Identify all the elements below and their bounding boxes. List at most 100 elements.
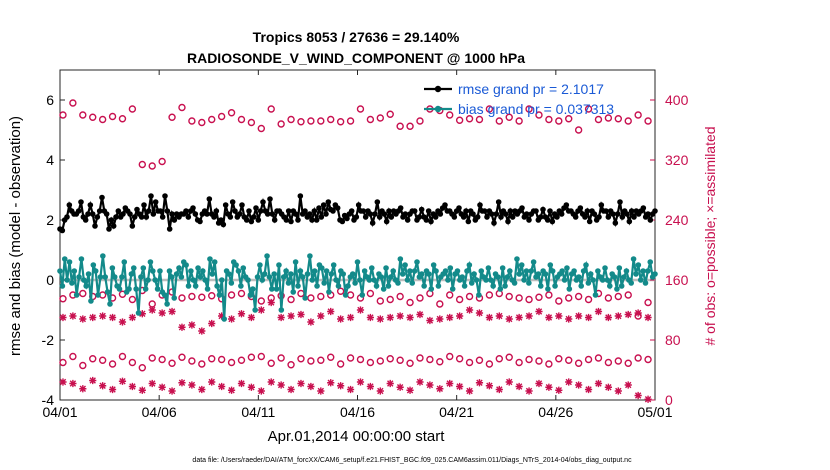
series-point-bias [352,280,358,286]
obs-assimilated-marker [346,385,355,394]
obs-assimilated-marker [208,319,216,328]
series-point-bias [340,271,347,277]
series-point-bias [104,289,111,295]
series-point-rmse [584,208,591,214]
series-point-bias [478,268,485,274]
obs-assimilated-marker [158,309,166,317]
series-point-rmse [423,217,430,223]
series-point-bias [169,274,175,280]
series-point-bias [545,286,551,292]
obs-possible-marker [327,115,335,124]
obs-possible-marker [505,292,513,301]
obs-possible-marker [505,353,513,361]
obs-possible-marker [366,115,375,124]
obs-assimilated-marker [138,386,146,394]
obs-possible-marker [644,298,652,307]
y-tick-label: 4 [46,152,54,168]
obs-possible-marker [495,117,504,125]
obs-possible-marker [505,113,513,121]
obs-assimilated-marker [237,379,246,388]
series-point-bias [233,262,239,268]
series-point-bias [269,286,275,292]
obs-assimilated-marker [446,313,454,322]
series-point-rmse [388,214,395,220]
obs-possible-marker [158,355,166,364]
series-point-bias [283,268,289,274]
series-point-bias [219,277,225,283]
obs-assimilated-marker [337,315,345,323]
series-point-bias [209,271,216,277]
obs-possible-marker [287,295,295,304]
series-point-rmse [451,214,458,220]
obs-possible-marker [336,287,345,295]
series-point-bias [528,268,535,274]
obs-assimilated-marker [247,383,255,391]
obs-possible-marker [584,105,593,113]
series-point-bias [138,274,144,280]
series-point-bias [247,292,254,298]
series-point-bias [321,280,327,286]
obs-assimilated-marker [485,313,493,322]
series-point-bias [633,271,639,277]
obs-possible-marker [446,111,454,119]
series-point-rmse [243,217,250,223]
series-point-bias [518,262,525,268]
series-point-rmse [411,208,418,214]
obs-possible-marker [535,111,543,119]
series-point-rmse [108,217,115,223]
series-point-bias [299,274,306,280]
legend-marker-bias [434,105,442,113]
obs-possible-marker [128,358,137,367]
obs-possible-marker [257,352,266,361]
obs-assimilated-marker [465,306,474,314]
obs-possible-marker [406,122,414,130]
obs-possible-marker [634,354,642,362]
series-point-bias [92,268,99,274]
obs-assimilated-marker [317,387,325,395]
obs-assimilated-marker [257,387,265,395]
series-point-bias [471,271,477,277]
series-point-bias [592,292,599,298]
series-point-rmse [418,206,425,213]
series-point-bias [64,277,70,283]
obs-assimilated-marker [594,379,603,388]
series-point-rmse [162,193,168,199]
series-point-rmse [605,214,612,220]
series-point-rmse [498,214,504,220]
obs-assimilated-marker [79,385,87,393]
series-point-rmse [582,214,588,220]
series-point-rmse [640,205,647,211]
series-point-rmse [465,218,472,225]
series-point-bias [447,265,454,271]
series-point-rmse [432,214,439,220]
obs-assimilated-marker [436,315,444,323]
series-point-bias [121,259,128,265]
series-point-rmse [360,208,367,214]
series-point-bias [128,271,135,277]
series-point-bias [207,256,213,262]
series-point-bias [502,283,508,289]
y-tick-label: 2 [46,212,54,228]
series-point-bias [235,268,242,274]
obs-possible-marker [267,294,275,302]
series-point-rmse [509,214,516,220]
obs-possible-marker [267,105,275,113]
series-point-rmse [323,211,329,217]
y-tick-label: 6 [46,92,54,108]
obs-possible-marker [257,297,266,305]
obs-possible-marker [79,361,87,370]
obs-assimilated-marker [624,310,632,319]
series-point-rmse [302,208,308,214]
series-point-bias [280,274,287,280]
series-point-bias [166,268,173,274]
y-tick-label: -2 [42,332,55,348]
series-point-rmse [159,214,166,220]
obs-possible-marker [108,112,117,121]
obs-possible-marker [426,355,434,364]
obs-possible-marker [406,359,414,367]
obs-assimilated-marker [168,307,176,316]
obs-possible-marker [574,292,583,301]
series-point-rmse [544,217,551,223]
obs-assimilated-marker [99,312,107,320]
series-point-bias [640,268,646,274]
